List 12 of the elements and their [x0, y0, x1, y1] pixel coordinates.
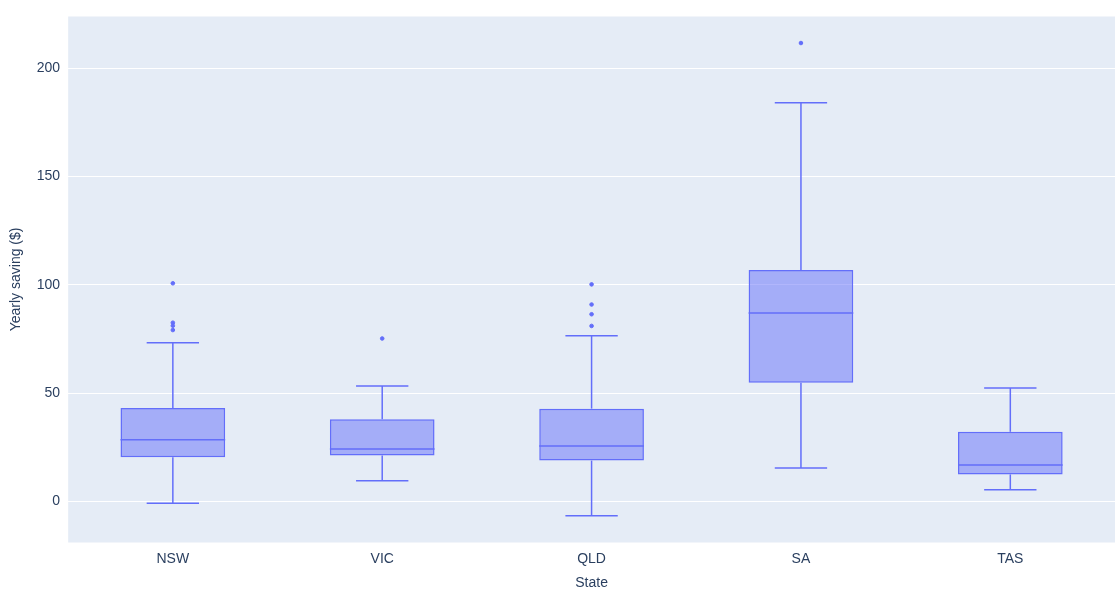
y-tick-label: 0 [52, 492, 61, 509]
y-tick-label: 50 [44, 383, 61, 400]
y-axis-title: Yearly saving ($) [7, 227, 24, 332]
x-tick-label: SA [791, 549, 811, 566]
y-tick-label: 150 [36, 167, 61, 184]
x-axis-title: State [575, 574, 609, 591]
y-tick-label: 200 [36, 59, 61, 76]
x-tick-label: QLD [577, 549, 606, 566]
x-tick-label: VIC [370, 549, 394, 566]
x-tick-label: TAS [997, 549, 1024, 566]
x-tick-label: NSW [156, 549, 190, 566]
y-tick-label: 100 [36, 275, 61, 292]
